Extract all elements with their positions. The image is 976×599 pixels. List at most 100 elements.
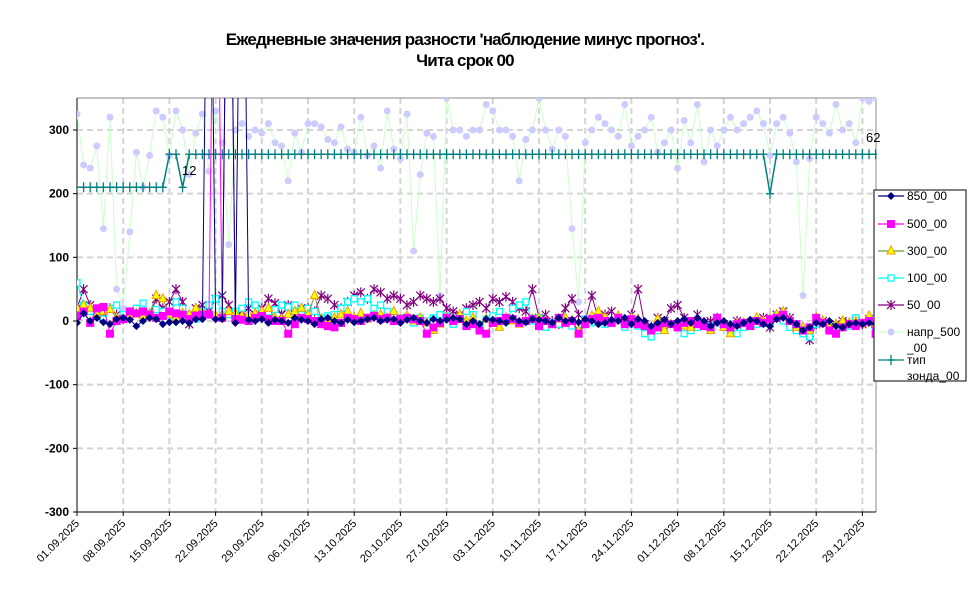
data-point [178, 317, 187, 325]
data-point [93, 142, 101, 150]
data-point [759, 320, 768, 329]
data-point [799, 326, 807, 335]
data-point [99, 318, 108, 327]
data-point [309, 289, 320, 300]
data-point [469, 126, 477, 134]
data-point [700, 317, 708, 325]
data-point [139, 299, 147, 307]
data-point [402, 300, 412, 311]
data-point [290, 320, 299, 329]
data-point [278, 142, 286, 150]
x-tick-label: 01.09.2025 [35, 518, 82, 565]
y-tick-label: 200 [49, 187, 69, 201]
x-tick-label: 24.11.2025 [590, 518, 637, 565]
data-point [330, 139, 338, 147]
x-tick-label: 01.12.2025 [635, 518, 682, 565]
data-point [845, 320, 854, 329]
data-point [86, 164, 94, 172]
data-point [522, 136, 530, 144]
data-point [852, 139, 860, 147]
data-point [317, 315, 326, 324]
data-point [409, 313, 418, 322]
data-point [588, 126, 596, 134]
series-напр-500-00 [77, 98, 877, 312]
data-point [324, 136, 332, 144]
data-point [377, 164, 385, 172]
data-point [594, 320, 603, 329]
data-point [887, 328, 895, 336]
data-point [79, 284, 89, 295]
data-point [342, 305, 353, 315]
data-point [370, 142, 378, 150]
data-point [297, 315, 306, 324]
data-point [627, 315, 636, 324]
data-point [410, 247, 418, 255]
data-point [680, 116, 688, 124]
legend-label: 850_00 [907, 189, 947, 203]
data-point [667, 126, 675, 134]
data-point [700, 158, 708, 166]
data-point [277, 317, 286, 325]
data-point [495, 126, 503, 134]
data-point [157, 292, 168, 303]
data-point [886, 244, 896, 255]
y-tick-label: -100 [45, 378, 69, 392]
data-point [587, 290, 597, 301]
legend-label: 100_00 [907, 271, 947, 285]
x-tick-label: 29.12.2025 [820, 518, 867, 565]
data-point [792, 320, 801, 329]
data-point [839, 126, 847, 134]
data-point [152, 315, 161, 324]
data-point [574, 318, 583, 327]
data-point [733, 330, 741, 338]
x-tick-label: 10.11.2025 [497, 518, 544, 565]
data-point [442, 303, 452, 314]
data-point [106, 320, 114, 329]
data-point [494, 296, 504, 307]
data-point [887, 192, 895, 200]
data-point [858, 98, 866, 102]
data-point [291, 129, 299, 137]
data-point [251, 126, 259, 134]
data-point [112, 301, 121, 309]
data-point [363, 315, 372, 324]
data-point [238, 120, 246, 128]
data-point [231, 318, 240, 327]
data-point [620, 313, 629, 322]
data-point [277, 301, 286, 309]
data-point [185, 318, 194, 327]
data-point [462, 307, 471, 316]
data-point [264, 318, 273, 327]
data-point [263, 302, 274, 312]
data-point [779, 313, 788, 322]
data-point [132, 309, 141, 318]
data-point [86, 317, 95, 325]
data-point [865, 98, 873, 105]
data-point [799, 292, 807, 300]
data-point [415, 290, 425, 301]
data-point [158, 311, 167, 320]
data-point [555, 126, 563, 134]
data-point [383, 107, 391, 115]
data-point [416, 317, 425, 325]
data-point [887, 274, 895, 282]
data-point [568, 225, 576, 233]
data-point [462, 320, 471, 329]
data-point [125, 315, 134, 324]
data-point [647, 333, 655, 341]
data-point [508, 304, 517, 312]
data-point [812, 113, 820, 121]
data-point [172, 149, 180, 160]
data-point [343, 298, 352, 306]
data-point [521, 318, 530, 327]
data-point [106, 113, 114, 121]
data-point [223, 305, 234, 315]
chart-subtitle: Чита срок 00 [416, 51, 514, 70]
data-point [581, 139, 589, 147]
data-point [501, 291, 511, 302]
data-point [653, 318, 662, 327]
data-point [337, 318, 345, 327]
data-point [468, 300, 478, 311]
data-point [165, 318, 174, 327]
